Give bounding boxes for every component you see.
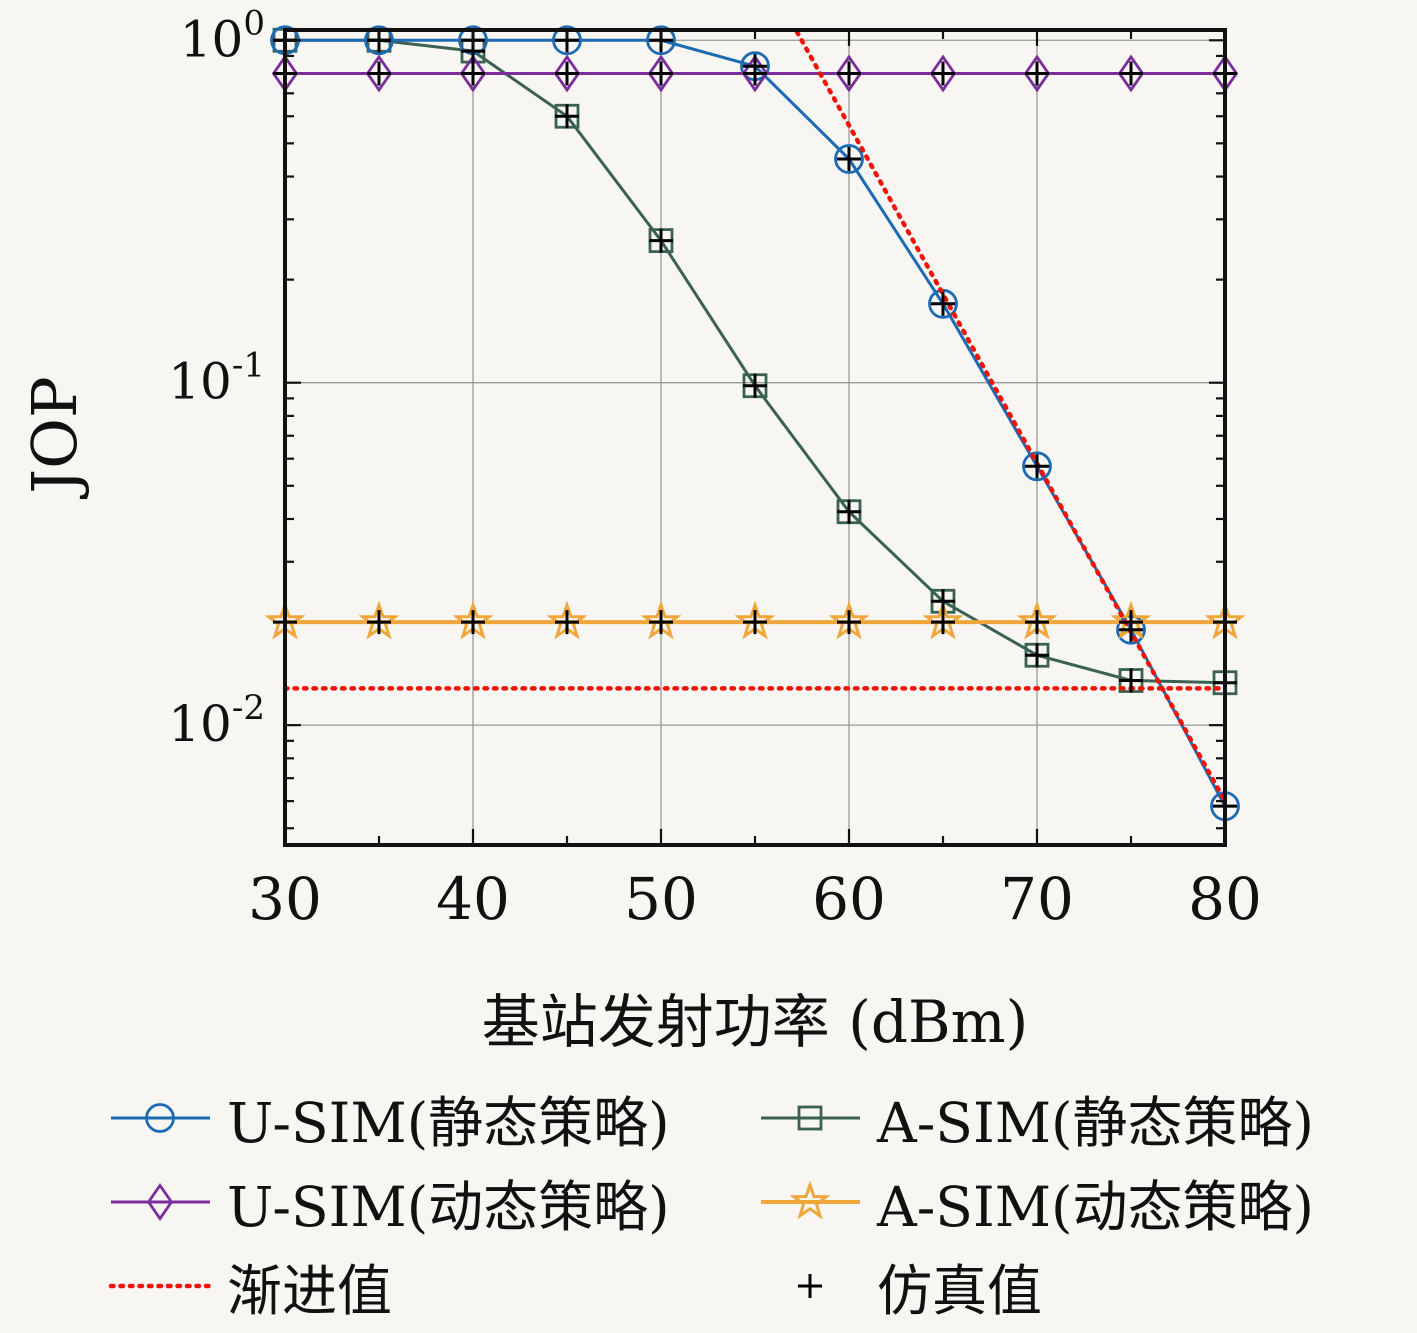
square-marker-icon	[761, 1105, 860, 1131]
chart-canvas: 30 40 50 60 70 80 100 10-1 10-2	[168, 3, 1262, 933]
plus-marker-icon	[931, 610, 955, 635]
x-axis-title: 基站发射功率 (dBm)	[481, 988, 1029, 1056]
plus-marker-icon	[1025, 610, 1049, 635]
diamond-marker-icon	[111, 1183, 210, 1221]
legend-entry-2: U-SIM(动态策略)	[108, 1162, 758, 1242]
plus-marker-icon	[649, 61, 673, 86]
series-A-SIM(静态策略)	[272, 27, 1238, 696]
legend-label: A-SIM(静态策略)	[877, 1091, 1314, 1155]
plus-marker-icon	[798, 1274, 822, 1298]
plus-marker-icon	[1119, 668, 1143, 693]
diamond-marker-icon	[146, 1183, 174, 1221]
gridlines	[285, 30, 1225, 845]
plus-marker-icon	[461, 61, 485, 86]
plus-marker-icon	[555, 610, 579, 635]
simulation-markers	[273, 28, 1237, 819]
legend: U-SIM(静态策略) A-SIM(静态策略) U-SIM(动态策略) A-SIM(动…	[108, 1078, 1403, 1326]
plus-marker-icon	[798, 1274, 822, 1298]
circle-marker-icon	[145, 1103, 175, 1133]
diamond-marker-icon	[835, 54, 863, 93]
plus-marker-icon	[1119, 61, 1143, 86]
y-tick-label: 10-2	[168, 688, 265, 753]
legend-label: U-SIM(动态策略)	[227, 1175, 670, 1239]
plus-marker-icon	[837, 61, 861, 86]
y-axis-title: JOP	[18, 376, 91, 494]
plus-marker-icon	[367, 610, 391, 635]
plus-marker-icon	[743, 373, 767, 398]
diamond-marker-icon	[929, 54, 957, 93]
plus-marker-icon	[1119, 610, 1143, 635]
square-marker-icon	[797, 1105, 823, 1131]
x-tick-label: 80	[1188, 865, 1262, 933]
legend-entry-1: A-SIM(静态策略)	[758, 1078, 1403, 1158]
x-tick-label: 40	[436, 865, 510, 933]
plus-marker-icon	[461, 610, 485, 635]
asymptote-lines	[282, 30, 1228, 804]
star-marker-icon	[789, 1180, 831, 1220]
x-tick-label: 50	[624, 865, 698, 933]
circle-marker-icon	[646, 25, 676, 56]
plot-border	[283, 28, 1227, 847]
diamond-marker-icon	[365, 54, 393, 93]
plus-marker-icon	[743, 610, 767, 635]
plus-marker-icon	[837, 147, 861, 172]
plus-marker-icon	[837, 499, 861, 524]
legend-label: 仿真值	[877, 1259, 1043, 1323]
diamond-marker-icon	[459, 54, 487, 93]
plus-marker-icon	[649, 610, 673, 635]
x-tick-label: 70	[1000, 865, 1074, 933]
plus-marker-icon	[1025, 454, 1049, 479]
diamond-marker-icon	[647, 54, 675, 93]
plus-marker-icon	[931, 61, 955, 86]
diamond-marker-icon	[553, 54, 581, 93]
y-tick-label: 100	[180, 3, 265, 68]
legend-entry-3: A-SIM(动态策略)	[758, 1162, 1403, 1242]
circle-marker-icon	[364, 25, 394, 56]
plus-marker-icon	[931, 589, 955, 614]
legend-label: A-SIM(动态策略)	[877, 1175, 1314, 1239]
legend-label: 渐进值	[227, 1259, 393, 1323]
dotted-line-icon	[108, 1283, 213, 1289]
circle-marker-icon	[834, 144, 864, 174]
series-U-SIM(静态策略)	[270, 25, 1240, 822]
legend-entry-0: U-SIM(静态策略)	[108, 1078, 758, 1158]
plus-marker-icon	[743, 61, 767, 86]
plus-marker-icon	[1025, 61, 1049, 86]
legend-entry-5: 仿真值	[758, 1246, 1403, 1326]
legend-label: U-SIM(静态策略)	[227, 1091, 670, 1155]
plus-marker-icon	[1025, 643, 1049, 668]
plus-marker-icon	[649, 228, 673, 253]
diamond-marker-icon	[1117, 54, 1145, 93]
plus-marker-icon	[931, 291, 955, 316]
y-tick-label: 10-1	[168, 346, 265, 411]
x-tick-label: 30	[248, 865, 322, 933]
diamond-marker-icon	[1023, 54, 1051, 93]
axis-ticks	[283, 30, 1227, 845]
circle-marker-icon	[552, 25, 582, 56]
plus-marker-icon	[837, 610, 861, 635]
plus-marker-icon	[555, 61, 579, 86]
circle-marker-icon	[111, 1103, 210, 1133]
x-tick-label: 60	[812, 865, 886, 933]
legend-entry-4: 渐进值	[108, 1246, 758, 1326]
plus-marker-icon	[367, 61, 391, 86]
diamond-marker-icon	[741, 54, 769, 93]
tick-labels: 30 40 50 60 70 80 100 10-1 10-2	[168, 3, 1262, 933]
circle-marker-icon	[1022, 451, 1052, 482]
plus-marker-icon	[555, 104, 579, 129]
star-marker-icon	[761, 1180, 860, 1220]
